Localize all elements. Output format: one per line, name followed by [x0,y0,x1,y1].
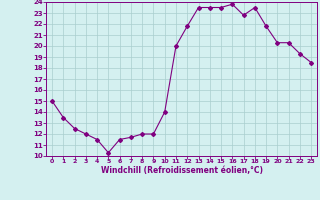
X-axis label: Windchill (Refroidissement éolien,°C): Windchill (Refroidissement éolien,°C) [100,166,263,175]
